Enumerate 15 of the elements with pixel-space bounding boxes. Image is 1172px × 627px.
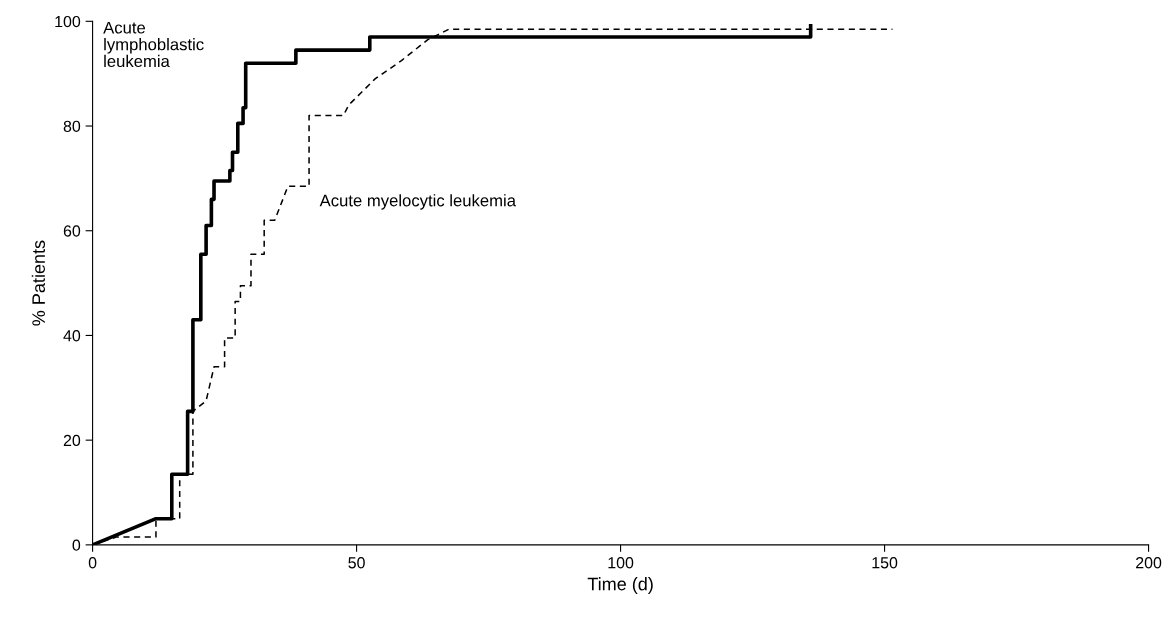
x-tick-label: 50: [348, 557, 365, 569]
x-tick-label: 0: [88, 557, 97, 569]
x-tick-label: 150: [872, 557, 898, 569]
y-tick-label: 20: [63, 434, 81, 447]
y-tick-label: 100: [55, 15, 81, 28]
text: Acute lymphoblastic leukemia: [103, 21, 204, 68]
y-axis-title: % Patients: [31, 240, 46, 326]
series-label: Acute myelocytic leukemia: [319, 194, 516, 210]
y-tick-label: 40: [63, 330, 81, 342]
x-axis-title: Time (d): [587, 577, 653, 594]
x-tick-label: 100: [608, 557, 634, 569]
y-tick-label: 0: [72, 539, 81, 551]
y-tick-label: 60: [63, 225, 81, 237]
y-tick-label: 80: [63, 120, 81, 132]
x-tick-label: 200: [1136, 557, 1162, 569]
